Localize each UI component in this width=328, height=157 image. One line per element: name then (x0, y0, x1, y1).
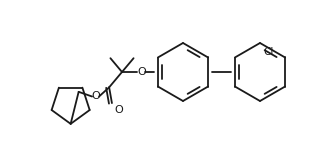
Text: O: O (138, 67, 146, 77)
Text: O: O (114, 105, 123, 115)
Text: O: O (92, 92, 100, 101)
Text: Cl: Cl (263, 47, 273, 57)
